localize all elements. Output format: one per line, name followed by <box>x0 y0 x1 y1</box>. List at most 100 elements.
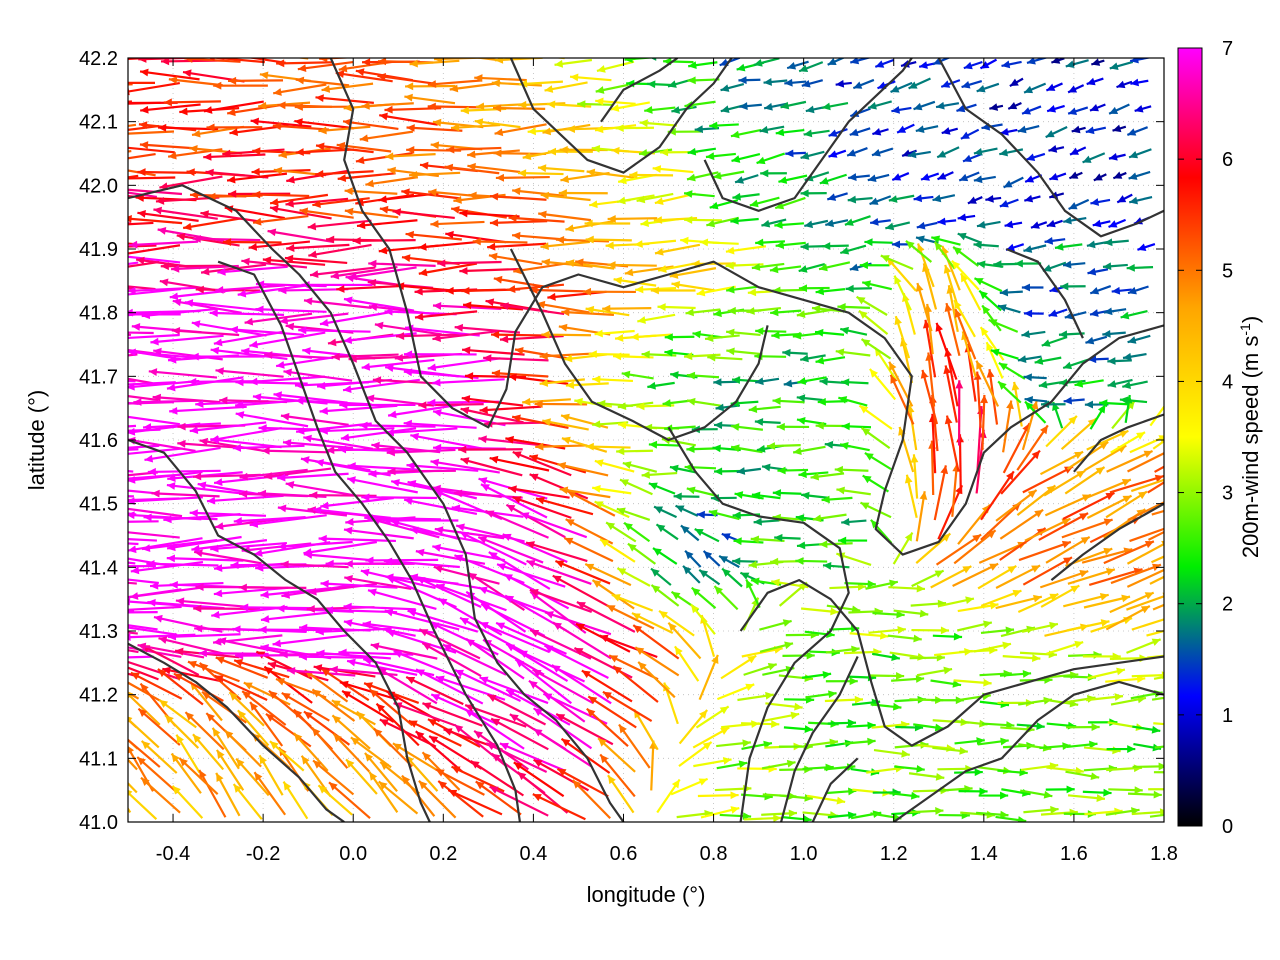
wind-arrow <box>160 262 226 271</box>
wind-arrow <box>1127 501 1164 521</box>
wind-arrow <box>141 307 217 320</box>
wind-arrow <box>1082 788 1112 797</box>
wind-arrow <box>237 284 309 298</box>
wind-arrow <box>415 730 463 773</box>
wind-arrow <box>233 658 290 679</box>
wind-arrow <box>264 351 334 360</box>
wind-arrow <box>783 725 814 733</box>
colorbar-tick-label: 5 <box>1222 260 1233 282</box>
wind-arrow <box>612 352 654 361</box>
wind-arrow <box>213 586 289 598</box>
wind-arrow <box>339 401 416 409</box>
wind-arrow <box>915 125 939 134</box>
wind-arrow <box>612 665 659 703</box>
wind-arrow <box>343 332 417 344</box>
wind-arrow <box>200 210 264 224</box>
wind-arrow <box>172 298 242 314</box>
wind-arrow <box>584 563 632 587</box>
wind-arrow <box>421 642 482 677</box>
wind-arrow <box>920 172 940 181</box>
wind-arrow <box>716 739 751 748</box>
wind-arrow <box>712 170 745 180</box>
wind-arrow <box>410 432 482 450</box>
wind-arrow <box>1030 221 1048 229</box>
wind-arrow <box>777 466 809 475</box>
wind-arrow <box>798 284 830 293</box>
wind-arrow <box>317 784 353 816</box>
wind-arrow <box>720 83 745 92</box>
wind-arrow <box>1087 355 1109 364</box>
wind-arrow <box>226 172 288 184</box>
wind-arrow <box>1108 103 1130 115</box>
wind-arrow <box>585 235 632 244</box>
wind-arrow <box>171 264 239 273</box>
wind-arrow <box>956 620 993 632</box>
wind-arrow <box>430 458 500 474</box>
wind-arrow <box>785 149 806 158</box>
wind-arrow <box>459 530 527 566</box>
wind-arrow <box>128 471 158 477</box>
wind-arrow <box>308 243 372 259</box>
wind-arrow <box>286 666 356 677</box>
wind-arrow <box>139 141 197 150</box>
wind-arrow <box>1067 84 1085 94</box>
wind-arrow <box>191 539 268 553</box>
wind-arrow <box>446 145 502 154</box>
wind-arrow <box>158 699 197 729</box>
wind-arrow <box>980 470 1015 521</box>
colorbar-tick-label: 4 <box>1222 371 1233 393</box>
wind-arrow <box>1061 518 1113 539</box>
wind-arrow <box>792 445 826 455</box>
wind-arrow <box>514 658 573 705</box>
wind-arrow <box>489 455 550 472</box>
wind-arrow <box>1151 696 1164 701</box>
wind-arrow <box>166 554 244 563</box>
wind-arrow <box>295 148 355 156</box>
wind-arrow <box>602 690 653 723</box>
wind-arrow <box>189 421 267 434</box>
wind-arrow <box>1127 285 1149 295</box>
wind-arrow <box>725 261 764 270</box>
wind-arrow <box>405 82 456 91</box>
wind-arrow <box>890 81 913 94</box>
wind-arrow <box>368 688 414 727</box>
wind-arrow <box>261 446 330 455</box>
wind-arrow <box>696 285 736 297</box>
wind-arrow <box>1021 283 1044 292</box>
wind-arrow <box>128 415 180 426</box>
wind-arrow <box>406 461 479 472</box>
wind-arrow <box>954 308 977 360</box>
wind-arrow <box>191 320 267 337</box>
wind-arrow <box>1066 723 1100 732</box>
wind-arrow <box>485 509 549 539</box>
wind-arrow <box>489 192 547 201</box>
wind-arrow <box>795 557 828 565</box>
wind-arrow <box>311 688 356 722</box>
wind-arrow <box>319 310 392 327</box>
wind-arrow <box>128 286 199 295</box>
wind-arrow <box>192 472 261 481</box>
wind-arrow <box>1034 356 1062 365</box>
wind-arrow <box>206 494 284 505</box>
wind-arrow <box>1082 152 1106 164</box>
wind-arrow <box>1105 605 1151 631</box>
wind-arrow <box>318 125 371 135</box>
wind-arrow <box>798 470 829 479</box>
terrain-contour <box>1005 247 1084 339</box>
wind-arrow <box>1086 494 1133 520</box>
wind-arrow <box>610 101 650 112</box>
wind-arrow <box>985 194 1002 203</box>
wind-arrow <box>655 523 679 541</box>
wind-arrow <box>1151 509 1164 516</box>
wind-arrow <box>477 536 544 564</box>
wind-arrow <box>867 100 892 110</box>
wind-arrow <box>954 737 985 745</box>
wind-arrow <box>975 360 1000 407</box>
wind-arrow <box>872 610 905 619</box>
wind-arrow <box>128 287 182 296</box>
wind-arrow <box>505 688 571 726</box>
wind-arrow <box>599 538 636 563</box>
wind-arrow <box>765 702 803 711</box>
wind-arrow <box>1085 335 1108 345</box>
wind-arrow <box>916 221 938 230</box>
